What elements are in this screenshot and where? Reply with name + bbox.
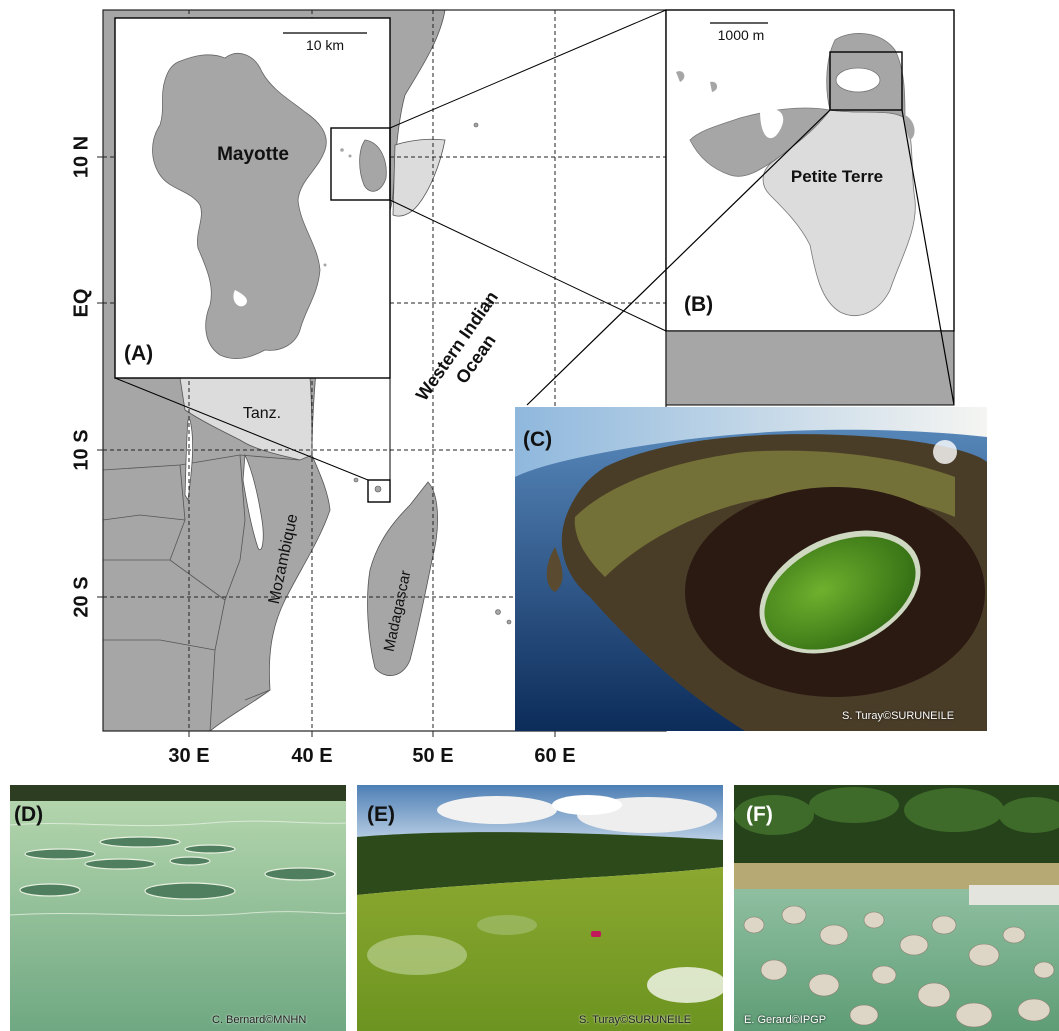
xtick-60e: 60 E: [534, 745, 575, 767]
panel-e-letter: (E): [367, 803, 395, 826]
photo-d-credit: C. Bernard©MNHN: [212, 1014, 307, 1026]
photo-e-green-lake: [357, 785, 723, 1031]
regional-map: 10 N EQ 10 S 20 S 30 E 40 E 50 E 60 E We…: [70, 9, 955, 767]
xtick-40e: 40 E: [291, 745, 332, 767]
scale-b-label: 1000 m: [718, 27, 765, 43]
xtick-50e: 50 E: [412, 745, 453, 767]
panel-c-letter: (C): [523, 428, 553, 451]
ytick-eq: EQ: [70, 289, 92, 318]
panel-d-letter: (D): [14, 803, 44, 826]
ytick-10n: 10 N: [70, 136, 92, 178]
ytick-10s: 10 S: [70, 429, 92, 470]
photo-c-crater: [515, 407, 987, 731]
photo-e-credit: S. Turay©SURUNEILE: [579, 1014, 692, 1026]
scale-a-label: 10 km: [306, 37, 344, 53]
xtick-30e: 30 E: [168, 745, 209, 767]
madagascar-land: [367, 481, 438, 676]
petite-terre-label: Petite Terre: [791, 167, 883, 186]
panel-f-letter: (F): [746, 803, 773, 826]
ytick-20s: 20 S: [70, 576, 92, 617]
photo-c-credit: S. Turay©SURUNEILE: [842, 710, 955, 722]
panel-a-letter: (A): [124, 342, 153, 365]
photo-d-lake-surface: [10, 785, 346, 1031]
mayotte-label: Mayotte: [217, 144, 289, 165]
photo-f-stromatolites: [734, 785, 1059, 1031]
photo-f-credit: E. Gerard©IPGP: [744, 1014, 827, 1026]
tanzania-label: Tanz.: [243, 405, 281, 422]
panel-b-letter: (B): [684, 293, 713, 316]
mayotte-island: [152, 53, 327, 360]
